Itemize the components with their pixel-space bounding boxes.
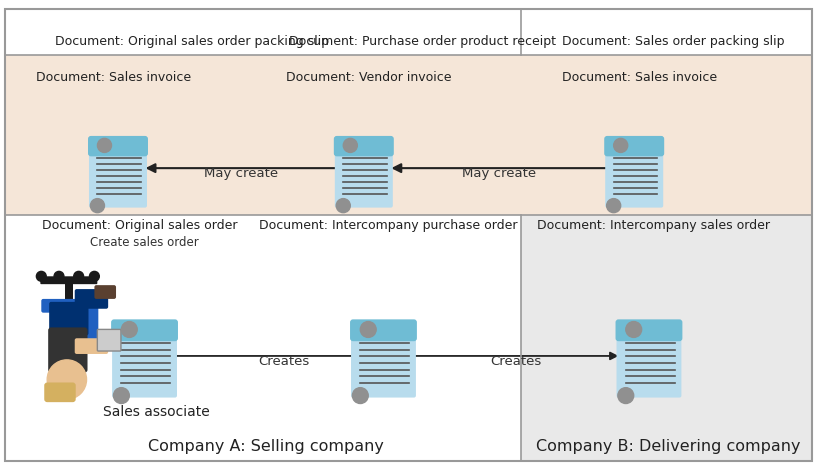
- FancyBboxPatch shape: [89, 146, 147, 208]
- FancyBboxPatch shape: [335, 146, 393, 208]
- Text: Document: Vendor invoice: Document: Vendor invoice: [286, 71, 451, 84]
- Text: Document: Original sales order packing slip: Document: Original sales order packing s…: [55, 35, 329, 48]
- FancyBboxPatch shape: [75, 289, 108, 309]
- Circle shape: [361, 321, 376, 337]
- Circle shape: [114, 388, 130, 404]
- Bar: [521, 215, 812, 461]
- Circle shape: [74, 271, 84, 281]
- FancyBboxPatch shape: [44, 383, 76, 402]
- Circle shape: [613, 138, 627, 152]
- Circle shape: [607, 199, 621, 212]
- Bar: [5, 215, 521, 461]
- Text: Document: Intercompany purchase order: Document: Intercompany purchase order: [259, 219, 518, 232]
- Circle shape: [97, 138, 111, 152]
- Text: Sales associate: Sales associate: [103, 405, 210, 419]
- FancyBboxPatch shape: [617, 330, 681, 398]
- FancyBboxPatch shape: [111, 319, 178, 341]
- Circle shape: [618, 388, 634, 404]
- FancyBboxPatch shape: [49, 302, 88, 335]
- FancyBboxPatch shape: [616, 319, 682, 341]
- Circle shape: [90, 271, 100, 281]
- FancyBboxPatch shape: [41, 276, 97, 284]
- FancyBboxPatch shape: [605, 146, 663, 208]
- Text: May create: May create: [462, 167, 536, 180]
- Circle shape: [54, 271, 64, 281]
- FancyBboxPatch shape: [334, 136, 394, 157]
- Text: Document: Sales order packing slip: Document: Sales order packing slip: [563, 35, 784, 48]
- FancyBboxPatch shape: [48, 328, 87, 373]
- FancyBboxPatch shape: [85, 299, 98, 352]
- Circle shape: [121, 321, 137, 337]
- Text: Document: Intercompany sales order: Document: Intercompany sales order: [538, 219, 770, 232]
- Text: Document: Original sales order: Document: Original sales order: [42, 219, 238, 232]
- FancyBboxPatch shape: [112, 330, 177, 398]
- Text: Creates: Creates: [258, 355, 309, 368]
- Circle shape: [337, 199, 351, 212]
- Text: Creates: Creates: [490, 355, 542, 368]
- Circle shape: [352, 388, 368, 404]
- FancyBboxPatch shape: [42, 299, 96, 313]
- Circle shape: [37, 271, 47, 281]
- Circle shape: [47, 360, 86, 399]
- FancyBboxPatch shape: [350, 319, 417, 341]
- Circle shape: [91, 199, 105, 212]
- Text: Document: Sales invoice: Document: Sales invoice: [562, 71, 716, 84]
- FancyBboxPatch shape: [75, 338, 108, 354]
- FancyBboxPatch shape: [95, 285, 116, 299]
- FancyBboxPatch shape: [97, 329, 121, 351]
- Text: Company A: Selling company: Company A: Selling company: [148, 439, 383, 454]
- FancyBboxPatch shape: [351, 330, 416, 398]
- Text: May create: May create: [204, 167, 278, 180]
- FancyBboxPatch shape: [88, 136, 148, 157]
- FancyBboxPatch shape: [604, 136, 664, 157]
- Text: Company B: Delivering company: Company B: Delivering company: [536, 439, 801, 454]
- Text: Document: Sales invoice: Document: Sales invoice: [36, 71, 190, 84]
- Circle shape: [343, 138, 357, 152]
- Bar: [65, 277, 73, 307]
- Bar: [5, 9, 812, 55]
- Circle shape: [626, 321, 642, 337]
- Bar: [5, 55, 812, 215]
- Text: Create sales order: Create sales order: [91, 236, 199, 250]
- Text: Document: Purchase order product receipt: Document: Purchase order product receipt: [289, 35, 556, 48]
